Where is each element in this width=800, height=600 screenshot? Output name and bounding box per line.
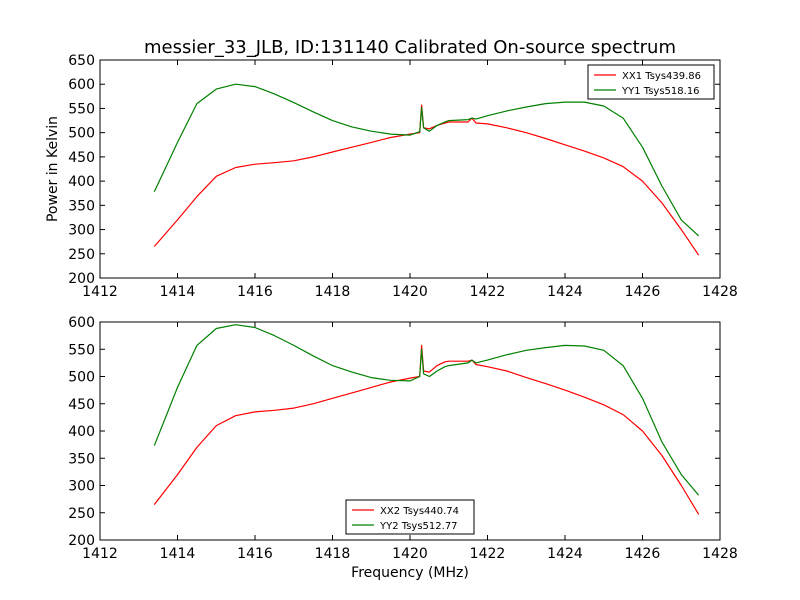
y-tick-label: 600 bbox=[68, 77, 95, 93]
y-tick-label: 550 bbox=[68, 101, 95, 117]
y-tick-label: 450 bbox=[68, 150, 95, 166]
y-tick-label: 550 bbox=[68, 342, 95, 358]
y-tick-label: 500 bbox=[68, 370, 95, 386]
x-tick-label: 1420 bbox=[392, 284, 428, 300]
x-tick-label: 1428 bbox=[702, 284, 738, 300]
chart-title: messier_33_JLB, ID:131140 Calibrated On-… bbox=[144, 37, 676, 58]
legend: XX1 Tsys439.86 YY1 Tsys518.16 bbox=[588, 65, 714, 99]
x-tick-label: 1416 bbox=[237, 284, 273, 300]
y-tick-label: 200 bbox=[68, 271, 95, 287]
x-tick-label: 1414 bbox=[160, 546, 196, 562]
x-tick-label: 1422 bbox=[470, 546, 506, 562]
x-tick-label: 1422 bbox=[470, 284, 506, 300]
legend-label: XX2 Tsys440.74 bbox=[380, 506, 459, 517]
y-tick-label: 350 bbox=[68, 198, 95, 214]
x-tick-label: 1418 bbox=[315, 284, 351, 300]
y-tick-label: 400 bbox=[68, 174, 95, 190]
x-tick-label: 1426 bbox=[625, 284, 661, 300]
x-tick-label: 1416 bbox=[237, 546, 273, 562]
x-tick-label: 1428 bbox=[702, 546, 738, 562]
legend: XX2 Tsys440.74 YY2 Tsys512.77 bbox=[346, 500, 474, 534]
y-axis-label: Power in Kelvin bbox=[45, 116, 61, 222]
x-tick-label: 1424 bbox=[547, 284, 583, 300]
y-tick-label: 650 bbox=[68, 53, 95, 69]
y-tick-label: 400 bbox=[68, 424, 95, 440]
legend-label: XX1 Tsys439.86 bbox=[622, 71, 701, 82]
y-tick-label: 500 bbox=[68, 126, 95, 142]
x-tick-label: 1418 bbox=[315, 546, 351, 562]
y-tick-label: 300 bbox=[68, 223, 95, 239]
y-tick-label: 450 bbox=[68, 397, 95, 413]
x-tick-label: 1420 bbox=[392, 546, 428, 562]
x-tick-label: 1426 bbox=[625, 546, 661, 562]
y-tick-label: 250 bbox=[68, 247, 95, 263]
y-tick-label: 200 bbox=[68, 533, 95, 549]
x-axis-label: Frequency (MHz) bbox=[351, 565, 469, 581]
x-tick-label: 1424 bbox=[547, 546, 583, 562]
y-tick-label: 350 bbox=[68, 451, 95, 467]
y-tick-label: 300 bbox=[68, 479, 95, 495]
y-tick-label: 250 bbox=[68, 506, 95, 522]
legend-label: YY1 Tsys518.16 bbox=[621, 86, 700, 97]
legend-label: YY2 Tsys512.77 bbox=[379, 521, 458, 532]
y-tick-label: 600 bbox=[68, 315, 95, 331]
x-tick-label: 1414 bbox=[160, 284, 196, 300]
